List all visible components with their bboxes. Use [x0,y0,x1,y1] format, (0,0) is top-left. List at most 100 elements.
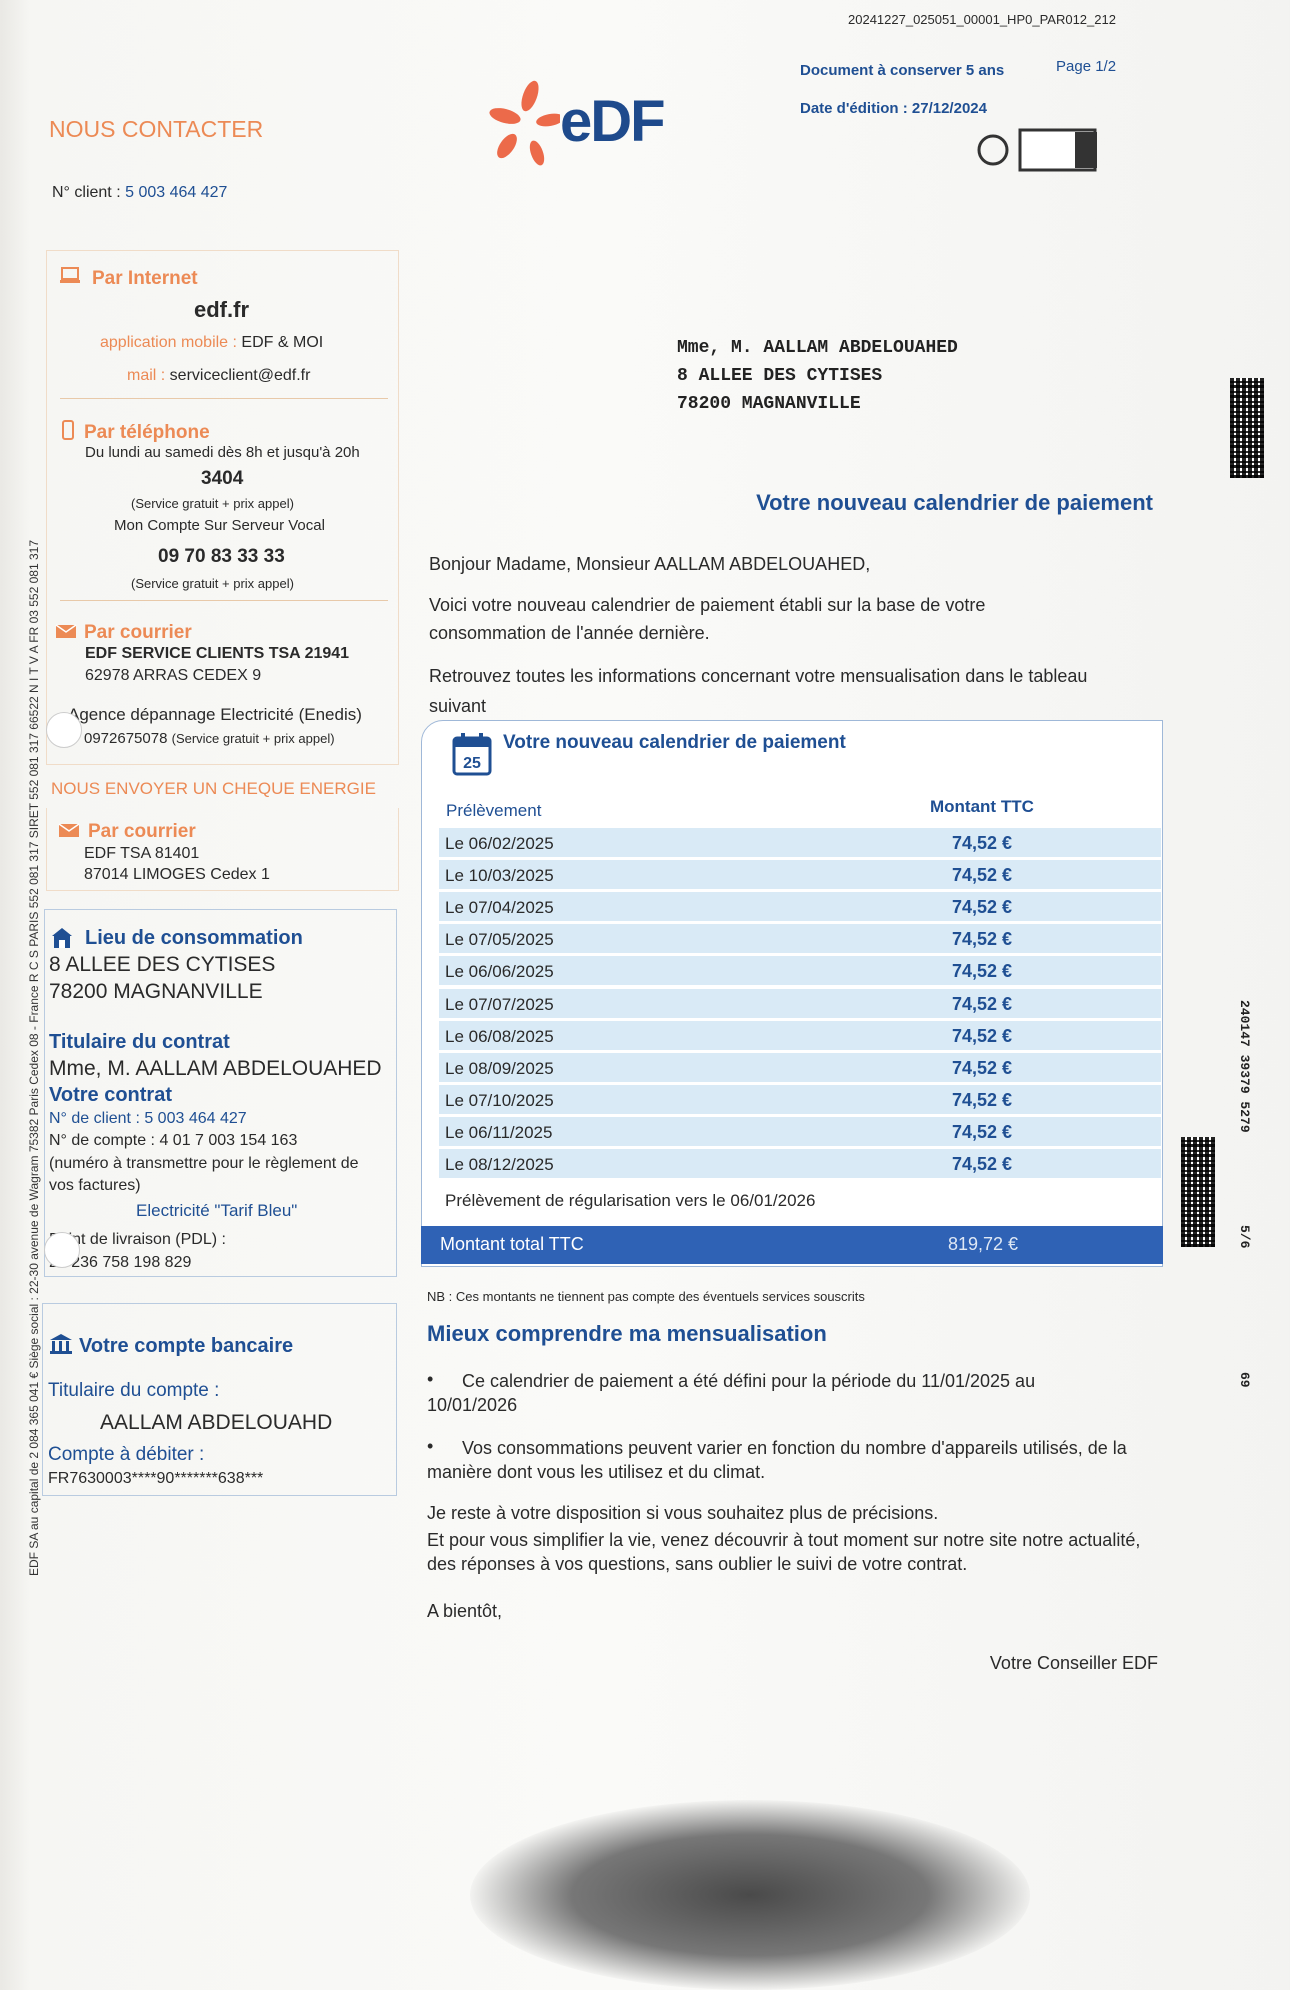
signature: Votre Conseiller EDF [989,1653,1158,1673]
amount-cell: 74,52 € [952,1154,1013,1174]
qr-code [1181,1137,1215,1247]
icon-mail [55,624,77,638]
table-row [439,1020,1161,1053]
bullet-text: Vos consommations peuvent varier en fonc… [427,1438,1127,1482]
separator [60,398,388,399]
value: serviceclient@edf.fr [169,367,311,384]
date-cell: Le 07/04/2025 [445,898,554,918]
date-cell: Le 06/06/2025 [445,962,554,982]
amount-cell: 74,52 € [952,865,1013,886]
phone: 0972675078 [84,730,168,747]
amount-cell: 74,52 € [952,897,1013,918]
amount-cell: 74,52 € [952,1025,1013,1046]
bullet: • [427,1436,434,1456]
section-title: Votre compte bancaire [79,1335,294,1357]
table-title: Votre nouveau calendrier de paiement [503,732,846,753]
doc-ref: 20241227_025051_00001_HP0_PAR012_212 [848,12,1116,27]
label: application mobile : [100,334,242,351]
amount-cell: 74,52 € [952,1057,1013,1078]
mail-address: 62978 ARRAS CEDEX 9 [85,667,262,684]
table-row [439,1149,1161,1181]
date-cell: Le 07/05/2025 [445,930,554,950]
field-label: Titulaire du compte : [48,1380,220,1401]
table-row [439,860,1161,893]
date-cell: Le 07/10/2025 [445,1090,554,1110]
amount-cell: 74,52 € [952,1089,1013,1110]
website: edf.fr [194,297,249,322]
date-cell: Le 06/11/2025 [445,1122,553,1142]
date-cell: Le 07/07/2025 [445,994,554,1014]
qr-code [1230,378,1264,478]
amount-cell: 74,52 € [952,833,1013,853]
date-cell: Le 08/09/2025 [445,1058,554,1078]
recipient: 8 ALLEE DES CYTISES [677,366,883,386]
value: 5 003 464 427 [125,184,228,201]
label: mail : [127,367,170,384]
contact-panel [46,250,399,765]
edition-date: Date d'édition : 27/12/2024 [800,100,987,117]
vocal-label: Mon Compte Sur Serveur Vocal [114,517,325,534]
date-cell: Le 10/03/2025 [445,866,554,886]
phone-note: (Service gratuit + prix appel) [131,576,294,591]
bank-panel [42,1303,397,1496]
repair-title: Agence dépannage Electricité (Enedis) [68,705,362,724]
envelope-icons [977,128,1097,172]
field-label: Compte à débiter : [48,1444,205,1465]
icon-computer [60,267,80,283]
side-sheet: 5/6 [1237,1225,1252,1249]
paragraph: Et pour vous simplifier la vie, venez dé… [427,1530,1141,1574]
letter-heading: Votre nouveau calendrier de paiement [756,490,1153,515]
table-row [439,1052,1161,1085]
icon-house [52,928,72,948]
pdl-number: 21 236 758 198 829 [49,1254,192,1271]
icon-bank [50,1334,72,1354]
keep-notice: Document à conserver 5 ans [800,62,1005,79]
bullet-text: Ce calendrier de paiement a été défini p… [427,1371,1036,1415]
app-line: application mobile : EDF & MOI [100,334,323,352]
section-title: Par Internet [92,268,198,289]
table-row [439,892,1161,925]
label: N° client : [52,184,126,201]
phone-note: (Service gratuit + prix appel) [131,496,294,511]
logo-flower [489,80,560,166]
contact-title: NOUS CONTACTER [49,116,264,142]
logo-text: eDF [560,89,666,154]
side-code: 240147 39379 5279 [1237,1000,1252,1133]
table-row [439,1084,1161,1117]
punch-hole [44,1232,80,1268]
client-number: N° client : 5 003 464 427 [52,184,227,202]
recipient: 78200 MAGNANVILLE [677,394,861,414]
page-number: Page 1/2 [1056,58,1117,75]
date-cell: Le 06/02/2025 [445,834,554,853]
amount-cell: 74,52 € [952,993,1013,1014]
client-number: N° de client : 5 003 464 427 [49,1110,247,1127]
shadow [470,1800,1030,1990]
mail-address: EDF SERVICE CLIENTS TSA 21941 [85,645,350,662]
table-row [439,1116,1161,1149]
paragraph: Je reste à votre disposition si vous sou… [427,1503,939,1523]
section-title: Par téléphone [84,422,210,443]
date-cell: Le 06/08/2025 [445,1026,554,1046]
cheque-address: 87014 LIMOGES Cedex 1 [84,866,270,883]
amount-cell: 74,52 € [952,929,1013,950]
phone-hours: Du lundi au samedi dès 8h et jusqu'à 20h [85,444,360,461]
column-header: Prélèvement [446,801,542,820]
table-row [439,956,1161,989]
date-cell: Le 08/12/2025 [445,1155,554,1174]
side-num: 69 [1237,1372,1252,1388]
table-note: NB : Ces montants ne tiennent pas compte… [427,1289,865,1304]
icon-mail [58,823,80,837]
total-label: Montant total TTC [440,1234,584,1254]
separator [60,600,388,601]
punch-hole [46,712,82,748]
table-row [439,988,1161,1021]
table-row [439,924,1161,957]
cheque-address: EDF TSA 81401 [84,845,200,862]
icon-calendar: 25 [452,733,492,776]
iban: FR7630003****90*******638*** [48,1470,264,1487]
holder-name: Mme, M. AALLAM ABDELOUAHED [49,1057,382,1080]
site-address: 78200 MAGNANVILLE [49,980,263,1003]
table-row [439,828,1161,860]
